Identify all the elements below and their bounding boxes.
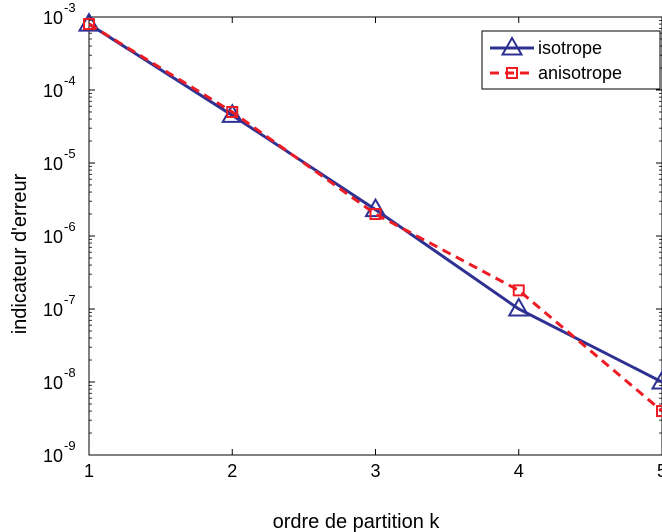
data-point-anisotrope	[369, 208, 382, 221]
y-tick-label: 10	[43, 8, 63, 28]
y-tick-label: 10	[43, 81, 63, 101]
axes: 1234510-910-810-710-610-510-410-3	[43, 0, 662, 481]
legend-label-anisotrope: anisotrope	[538, 63, 622, 83]
y-tick-exponent: -9	[64, 438, 76, 453]
x-tick-label: 4	[514, 461, 524, 481]
x-axis-label: ordre de partition k	[273, 511, 441, 532]
legend: isotrope anisotrope	[481, 30, 661, 90]
legend-label-isotrope: isotrope	[538, 38, 602, 58]
y-tick-exponent: -6	[64, 219, 76, 234]
y-axis-label: indicateur d'erreur	[9, 173, 31, 334]
x-tick-label: 2	[227, 461, 237, 481]
data-point-anisotrope	[512, 284, 525, 297]
y-tick-exponent: -4	[64, 73, 76, 88]
series-line-anisotrope	[88, 22, 662, 413]
data-point-anisotrope	[83, 18, 95, 31]
y-tick-exponent: -5	[64, 146, 76, 161]
legend-marker-anisotrope	[506, 67, 518, 79]
y-tick-label: 10	[43, 446, 63, 466]
y-tick-exponent: -8	[64, 365, 76, 380]
x-tick-label: 5	[657, 461, 662, 481]
legend-marker-isotrope	[500, 35, 524, 56]
y-tick-label: 10	[43, 227, 63, 247]
legend-box	[481, 30, 661, 90]
series-group	[77, 12, 662, 418]
data-point-anisotrope	[226, 105, 239, 118]
data-point-anisotrope	[656, 405, 662, 418]
x-tick-label: 1	[84, 461, 94, 481]
plot-area	[88, 16, 662, 456]
y-tick-label: 10	[43, 154, 63, 174]
y-tick-exponent: -3	[64, 0, 76, 15]
data-point-isotrope	[507, 296, 530, 317]
data-point-isotrope	[650, 369, 662, 390]
y-tick-label: 10	[43, 373, 63, 393]
series-anisotrope	[83, 18, 662, 418]
y-tick-label: 10	[43, 300, 63, 320]
y-tick-exponent: -7	[64, 292, 76, 307]
data-point-isotrope	[364, 197, 387, 218]
x-tick-label: 3	[370, 461, 380, 481]
